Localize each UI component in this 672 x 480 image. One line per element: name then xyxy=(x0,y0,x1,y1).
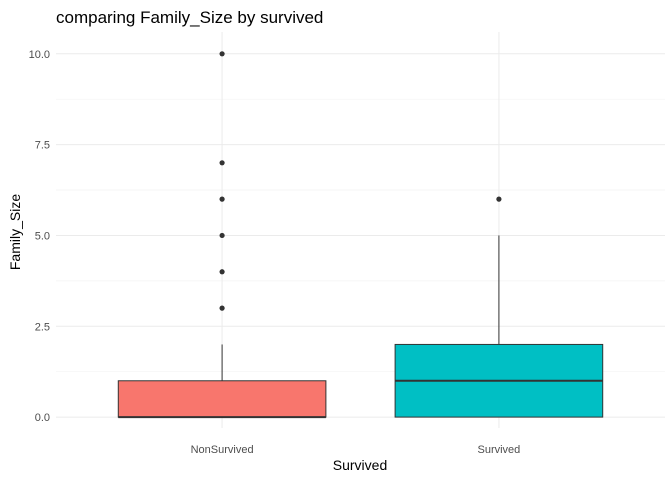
x-tick-label: Survived xyxy=(478,444,521,456)
y-tick-label: 2.5 xyxy=(35,321,50,333)
outlier-point xyxy=(219,160,225,166)
y-axis-title: Family_Size xyxy=(7,194,23,270)
outlier-point xyxy=(219,305,225,311)
y-tick-label: 0.0 xyxy=(35,412,50,424)
outlier-point xyxy=(219,51,225,57)
box xyxy=(117,380,327,418)
x-axis-ticks: NonSurvived Survived xyxy=(191,444,521,456)
x-axis-title: Survived xyxy=(333,457,387,473)
x-tick-label: NonSurvived xyxy=(191,444,254,456)
y-tick-label: 7.5 xyxy=(35,140,50,152)
y-axis-ticks: 0.0 2.5 5.0 7.5 10.0 xyxy=(29,49,50,424)
y-tick-label: 5.0 xyxy=(35,230,50,242)
outlier-point xyxy=(219,232,225,239)
outlier-point xyxy=(496,196,502,202)
y-tick-label: 10.0 xyxy=(29,49,50,61)
boxplot-survived xyxy=(394,196,604,418)
outlier-point xyxy=(219,269,225,275)
boxplots xyxy=(117,51,604,419)
boxplot-nonsurvived xyxy=(117,51,327,419)
outlier-point xyxy=(219,196,225,202)
chart-title: comparing Family_Size by survived xyxy=(56,8,323,27)
